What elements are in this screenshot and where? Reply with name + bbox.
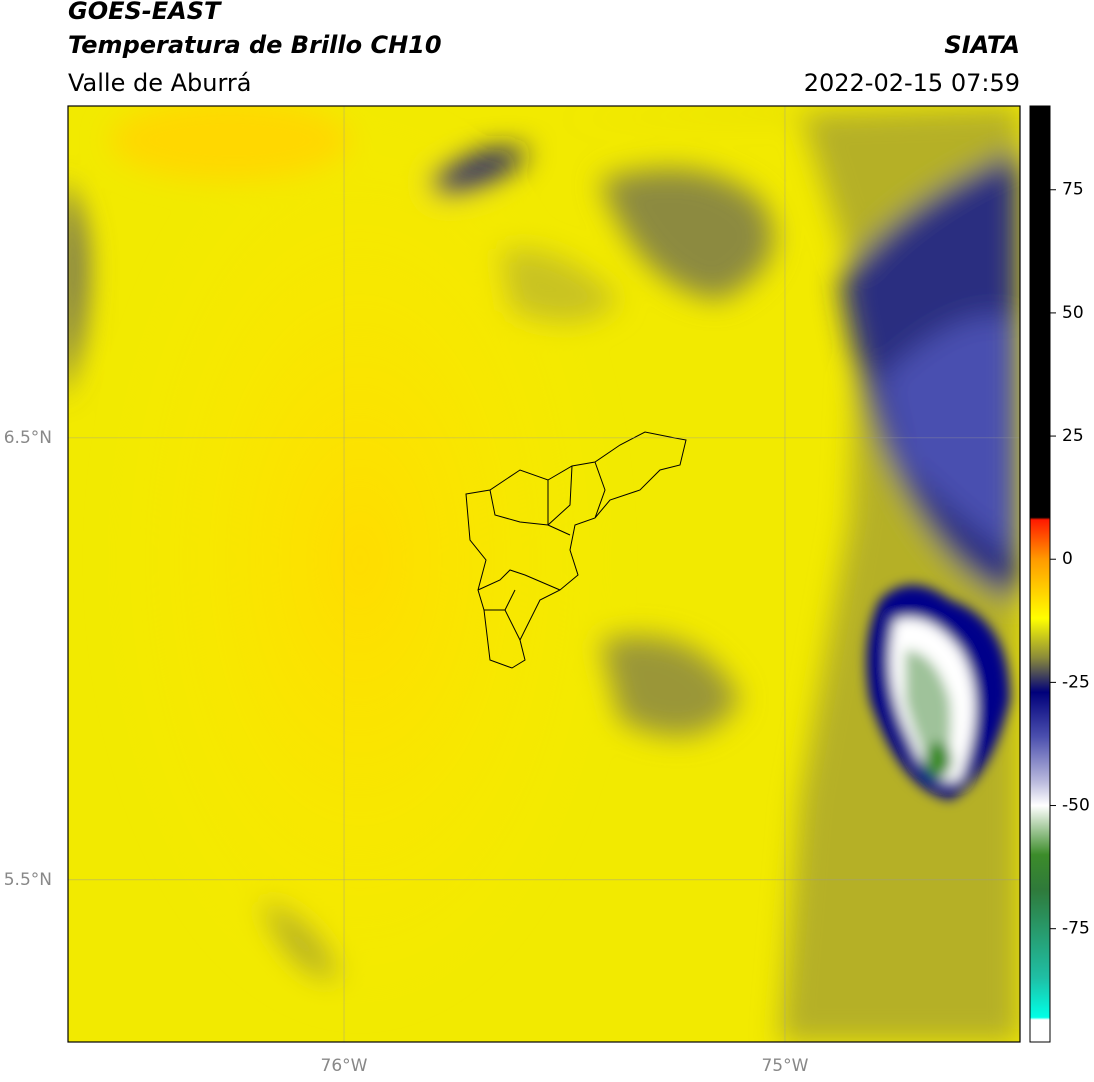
colorbar-tick-label: -75 xyxy=(1062,919,1090,939)
lon-label: 75°W xyxy=(761,1056,808,1076)
lon-label: 76°W xyxy=(321,1056,368,1076)
colorbar-tick-label: -25 xyxy=(1062,672,1090,692)
colorbar xyxy=(1029,105,1051,1043)
product-title: Temperatura de Brillo CH10 xyxy=(68,31,442,59)
colorbar-tick-label: -50 xyxy=(1062,796,1090,816)
region-label: Valle de Aburrá xyxy=(68,69,252,97)
graticule xyxy=(68,106,1020,1042)
datetime-label: 2022-02-15 07:59 xyxy=(804,69,1020,97)
imagery xyxy=(68,106,1020,1042)
satellite-title: GOES-EAST xyxy=(68,0,222,25)
colorbar-tick-label: 75 xyxy=(1062,180,1084,200)
map-frame xyxy=(67,105,1021,1043)
lat-label: 5.5°N xyxy=(4,870,52,890)
colorbar-tick-label: 25 xyxy=(1062,426,1084,446)
lat-label: 6.5°N xyxy=(4,428,52,448)
colorbar-tick-label: 0 xyxy=(1062,549,1073,569)
storm-cell xyxy=(866,585,1010,800)
colorbar-tick-label: 50 xyxy=(1062,303,1084,323)
imagery-fields xyxy=(68,106,1020,1042)
source-label: SIATA xyxy=(944,31,1020,59)
valley-boundaries xyxy=(465,431,687,669)
